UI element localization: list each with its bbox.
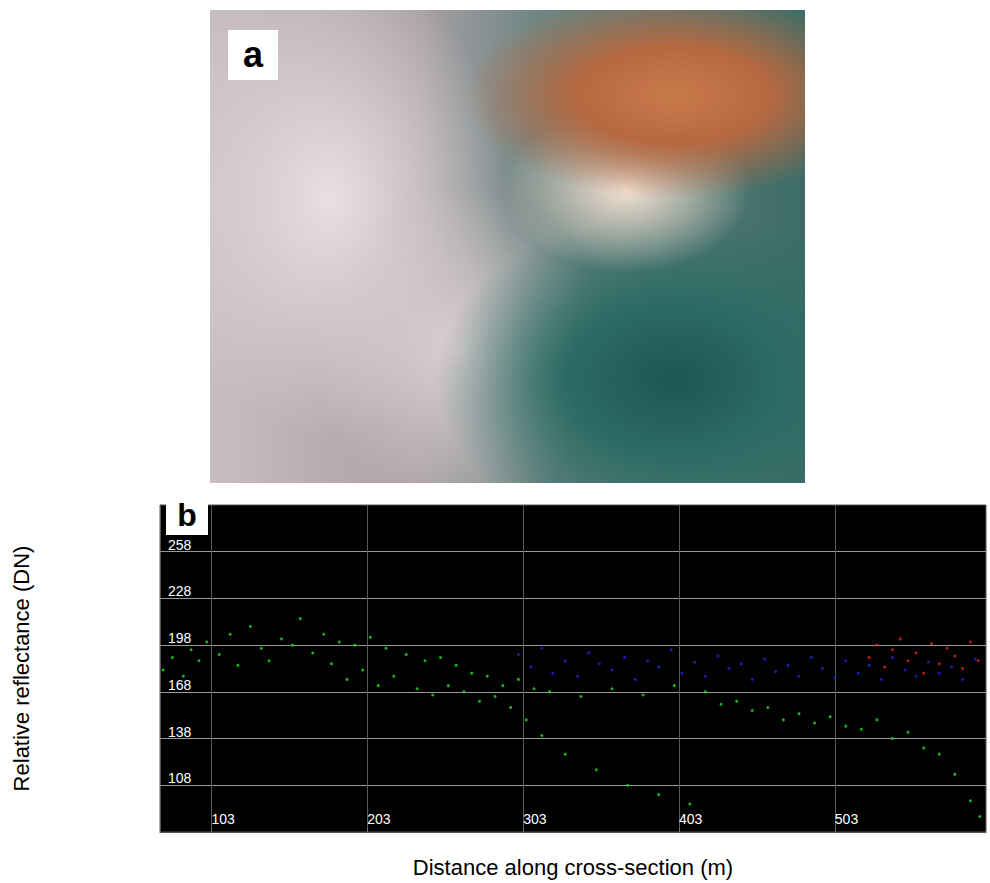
svg-text:403: 403 [679,811,703,827]
html-text:b: b [177,497,197,533]
svg-text:198: 198 [168,630,192,646]
svg-text:103: 103 [211,811,235,827]
svg-text:258: 258 [168,537,192,553]
svg-text:138: 138 [168,724,192,740]
svg-text:303: 303 [523,811,547,827]
svg-text:168: 168 [168,677,192,693]
svg-text:228: 228 [168,583,192,599]
html-text:a: a [243,34,263,75]
svg-text:203: 203 [367,811,391,827]
svg-text:Relative reflectance (DN): Relative reflectance (DN) [9,546,34,792]
svg-text:108: 108 [168,770,192,786]
svg-text:Distance along cross-section (: Distance along cross-section (m) [413,855,733,880]
svg-text:503: 503 [835,811,859,827]
